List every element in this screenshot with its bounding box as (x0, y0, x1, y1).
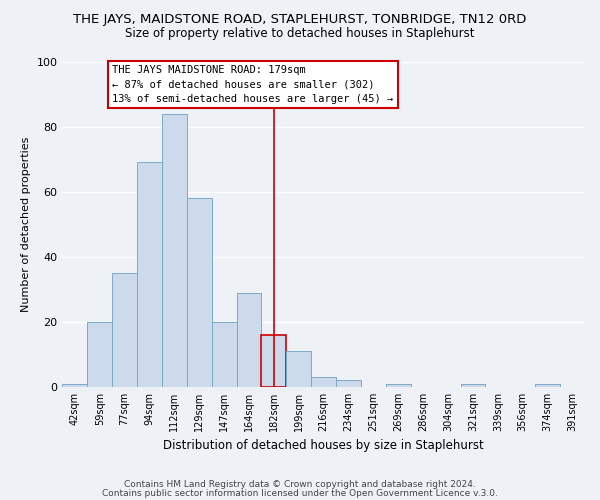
Text: Size of property relative to detached houses in Staplehurst: Size of property relative to detached ho… (125, 28, 475, 40)
Bar (262, 335, 286, 387)
Bar (461, 384, 485, 387)
Bar (137, 162, 162, 387)
Bar (212, 322, 236, 387)
Y-axis label: Number of detached properties: Number of detached properties (21, 136, 31, 312)
Bar (336, 380, 361, 387)
Bar (112, 273, 137, 387)
Bar (187, 198, 212, 387)
Bar (62, 384, 88, 387)
X-axis label: Distribution of detached houses by size in Staplehurst: Distribution of detached houses by size … (163, 440, 484, 452)
Text: Contains HM Land Registry data © Crown copyright and database right 2024.: Contains HM Land Registry data © Crown c… (124, 480, 476, 489)
Text: THE JAYS, MAIDSTONE ROAD, STAPLEHURST, TONBRIDGE, TN12 0RD: THE JAYS, MAIDSTONE ROAD, STAPLEHURST, T… (73, 12, 527, 26)
Bar (386, 384, 411, 387)
Text: Contains public sector information licensed under the Open Government Licence v.: Contains public sector information licen… (102, 489, 498, 498)
Bar (236, 292, 262, 387)
Bar (535, 384, 560, 387)
Bar (88, 322, 112, 387)
Text: THE JAYS MAIDSTONE ROAD: 179sqm
← 87% of detached houses are smaller (302)
13% o: THE JAYS MAIDSTONE ROAD: 179sqm ← 87% of… (112, 65, 394, 104)
Bar (162, 114, 187, 387)
Bar (311, 377, 336, 387)
Bar (286, 351, 311, 387)
